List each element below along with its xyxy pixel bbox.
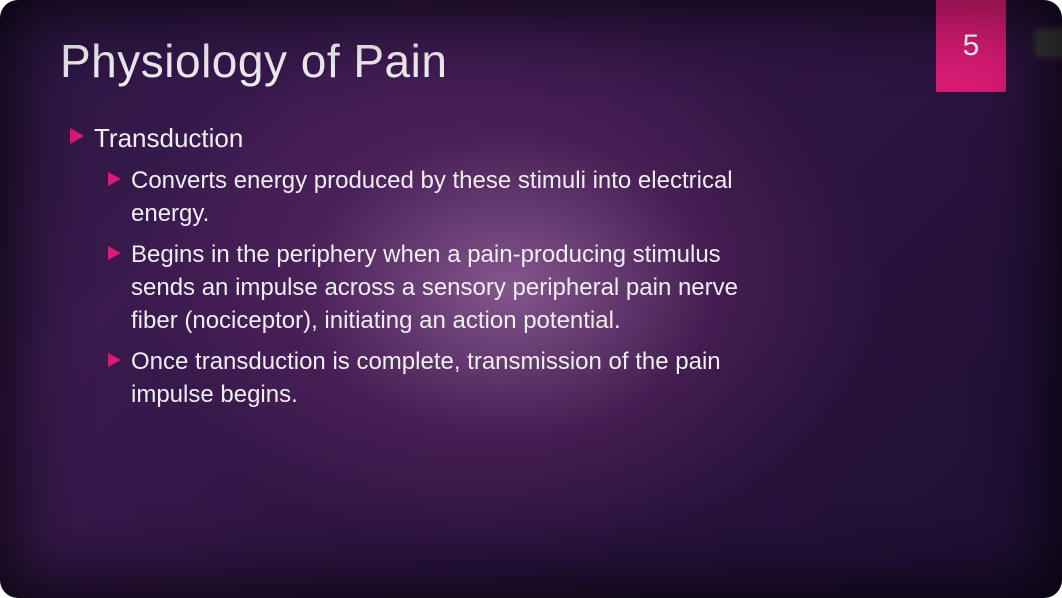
- triangle-bullet-icon: [108, 172, 121, 186]
- page-number: 5: [963, 29, 980, 63]
- bullet-level2: Begins in the periphery when a pain-prod…: [108, 238, 748, 337]
- slide: 5 Physiology of Pain Transduction Conver…: [0, 0, 1062, 598]
- bullet-level2: Converts energy produced by these stimul…: [108, 164, 748, 230]
- bullet-level2: Once transduction is complete, transmiss…: [108, 345, 748, 411]
- bullet-level2-text: Begins in the periphery when a pain-prod…: [131, 238, 748, 337]
- slide-title: Physiology of Pain: [60, 34, 447, 88]
- bullet-level2-text: Converts energy produced by these stimul…: [131, 164, 748, 230]
- triangle-bullet-icon: [108, 246, 121, 260]
- bullet-level2-text: Once transduction is complete, transmiss…: [131, 345, 748, 411]
- decorative-blur-right: [1034, 28, 1062, 58]
- bullet-level1-text: Transduction: [94, 122, 243, 156]
- triangle-bullet-icon: [108, 353, 121, 367]
- bullet-level1: Transduction: [70, 122, 942, 156]
- slide-content: Transduction Converts energy produced by…: [70, 122, 942, 420]
- page-number-badge: 5: [936, 0, 1006, 92]
- triangle-bullet-icon: [70, 128, 84, 144]
